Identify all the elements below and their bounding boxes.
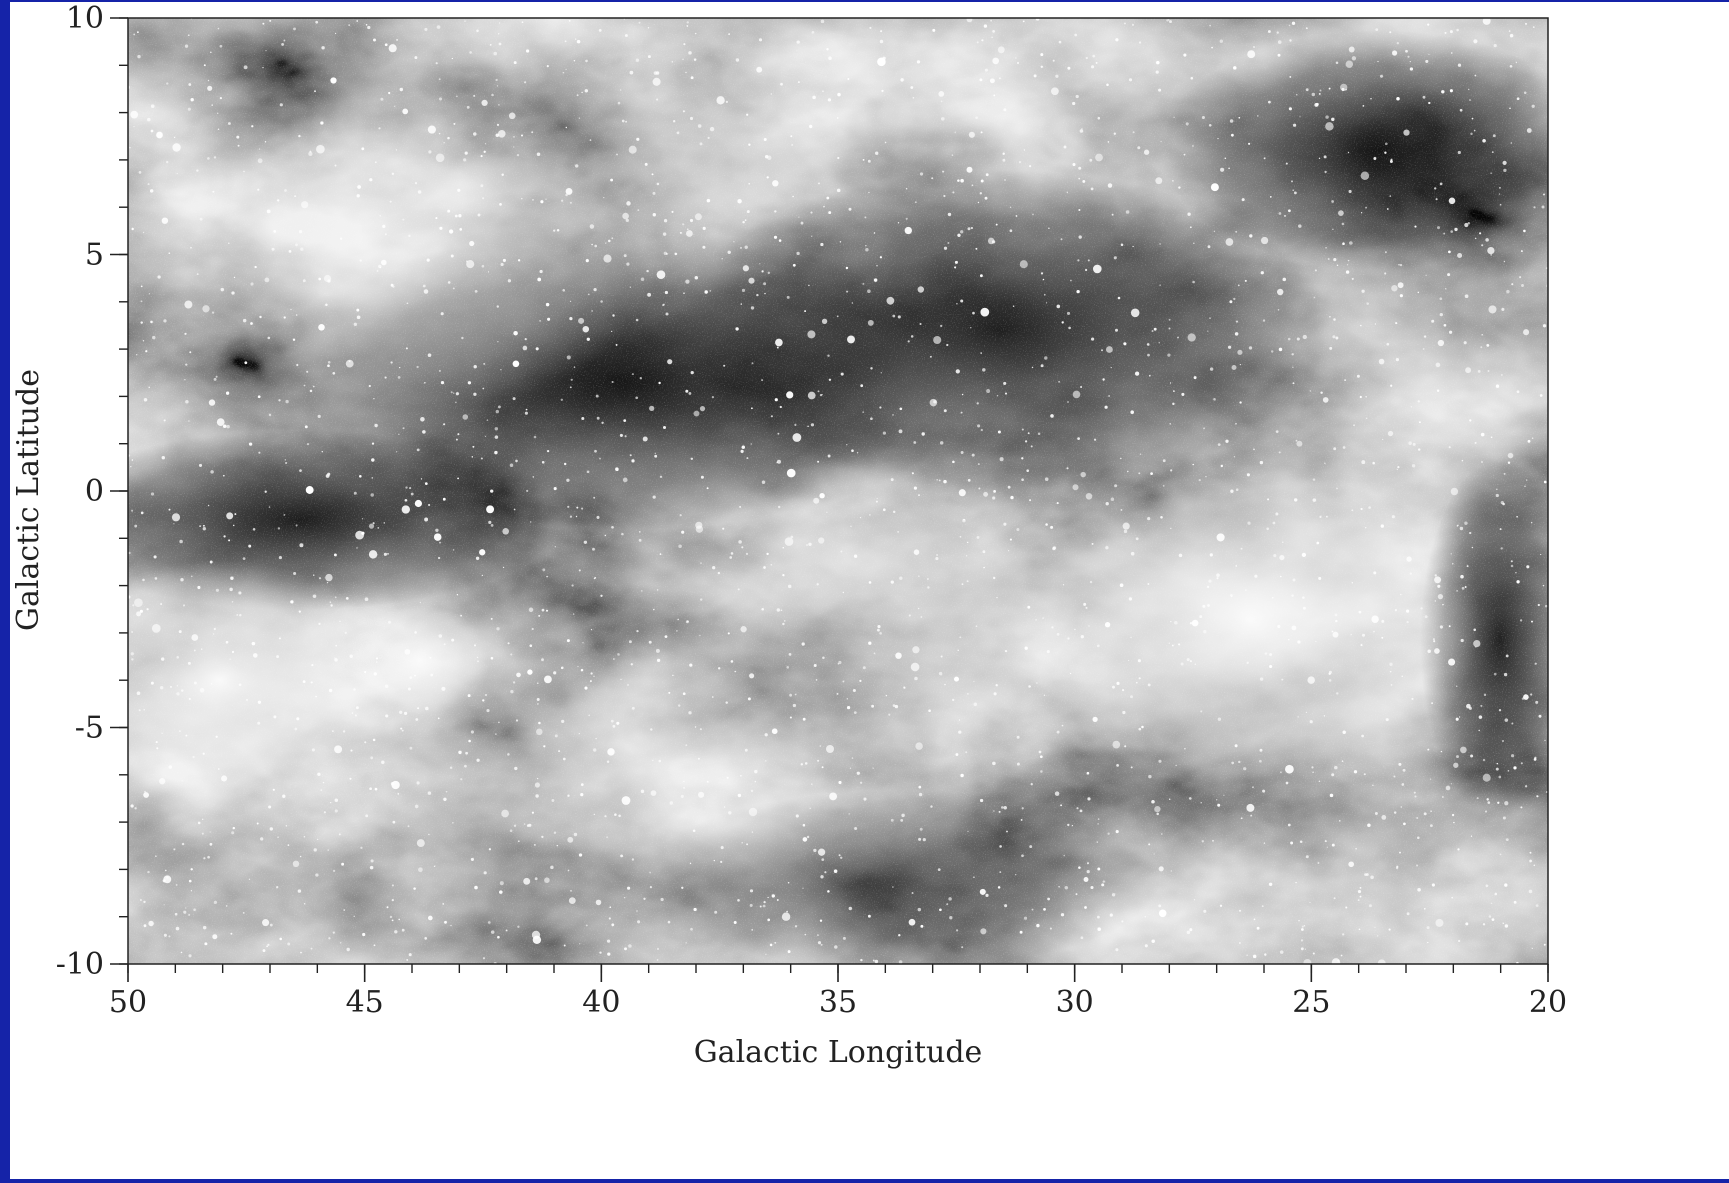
star-field [128,18,1548,964]
x-tick-label: 40 [582,985,620,1020]
y-axis: 10 5 0 -5 -10 [56,1,128,982]
sky-image [128,18,1548,964]
x-tick-label: 20 [1529,985,1567,1020]
x-tick-label: 30 [1056,985,1094,1020]
x-axis-label: Galactic Longitude [694,1035,983,1070]
y-tick-label: -5 [75,711,104,746]
y-tick-label: 0 [85,474,104,509]
x-tick-label: 35 [819,985,857,1020]
x-axis: 50 45 40 35 30 25 20 [109,964,1567,1020]
y-tick-label: 5 [85,238,104,273]
y-tick-label: 10 [66,1,104,36]
y-tick-label: -10 [56,947,104,982]
x-tick-label: 50 [109,985,147,1020]
x-tick-label: 25 [1292,985,1330,1020]
y-axis-label: Galactic Latitude [11,369,46,631]
x-tick-label: 45 [346,985,384,1020]
